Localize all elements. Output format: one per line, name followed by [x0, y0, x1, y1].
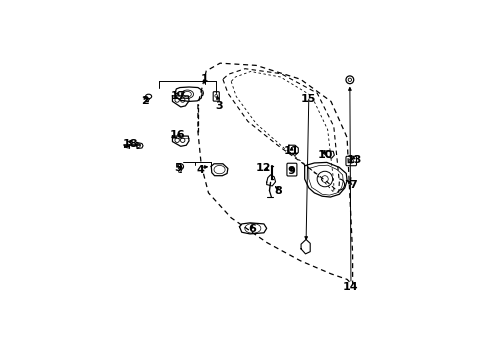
Text: 10: 10 [317, 150, 332, 159]
Text: 3: 3 [215, 100, 222, 111]
Text: 4: 4 [196, 165, 203, 175]
Text: 16: 16 [170, 130, 185, 140]
Text: 8: 8 [273, 186, 281, 196]
Text: 12: 12 [256, 163, 271, 174]
Circle shape [179, 166, 182, 168]
Text: 7: 7 [348, 180, 356, 190]
Text: 18: 18 [122, 139, 138, 149]
Text: 1: 1 [201, 74, 208, 84]
Text: 5: 5 [174, 163, 182, 174]
Text: 2: 2 [141, 96, 148, 107]
Text: 9: 9 [287, 166, 295, 176]
Text: 14: 14 [343, 282, 358, 292]
Text: 17: 17 [170, 91, 185, 102]
Text: 15: 15 [301, 94, 316, 104]
Text: 6: 6 [247, 224, 255, 234]
Text: 13: 13 [346, 155, 362, 165]
Text: 11: 11 [284, 146, 299, 156]
